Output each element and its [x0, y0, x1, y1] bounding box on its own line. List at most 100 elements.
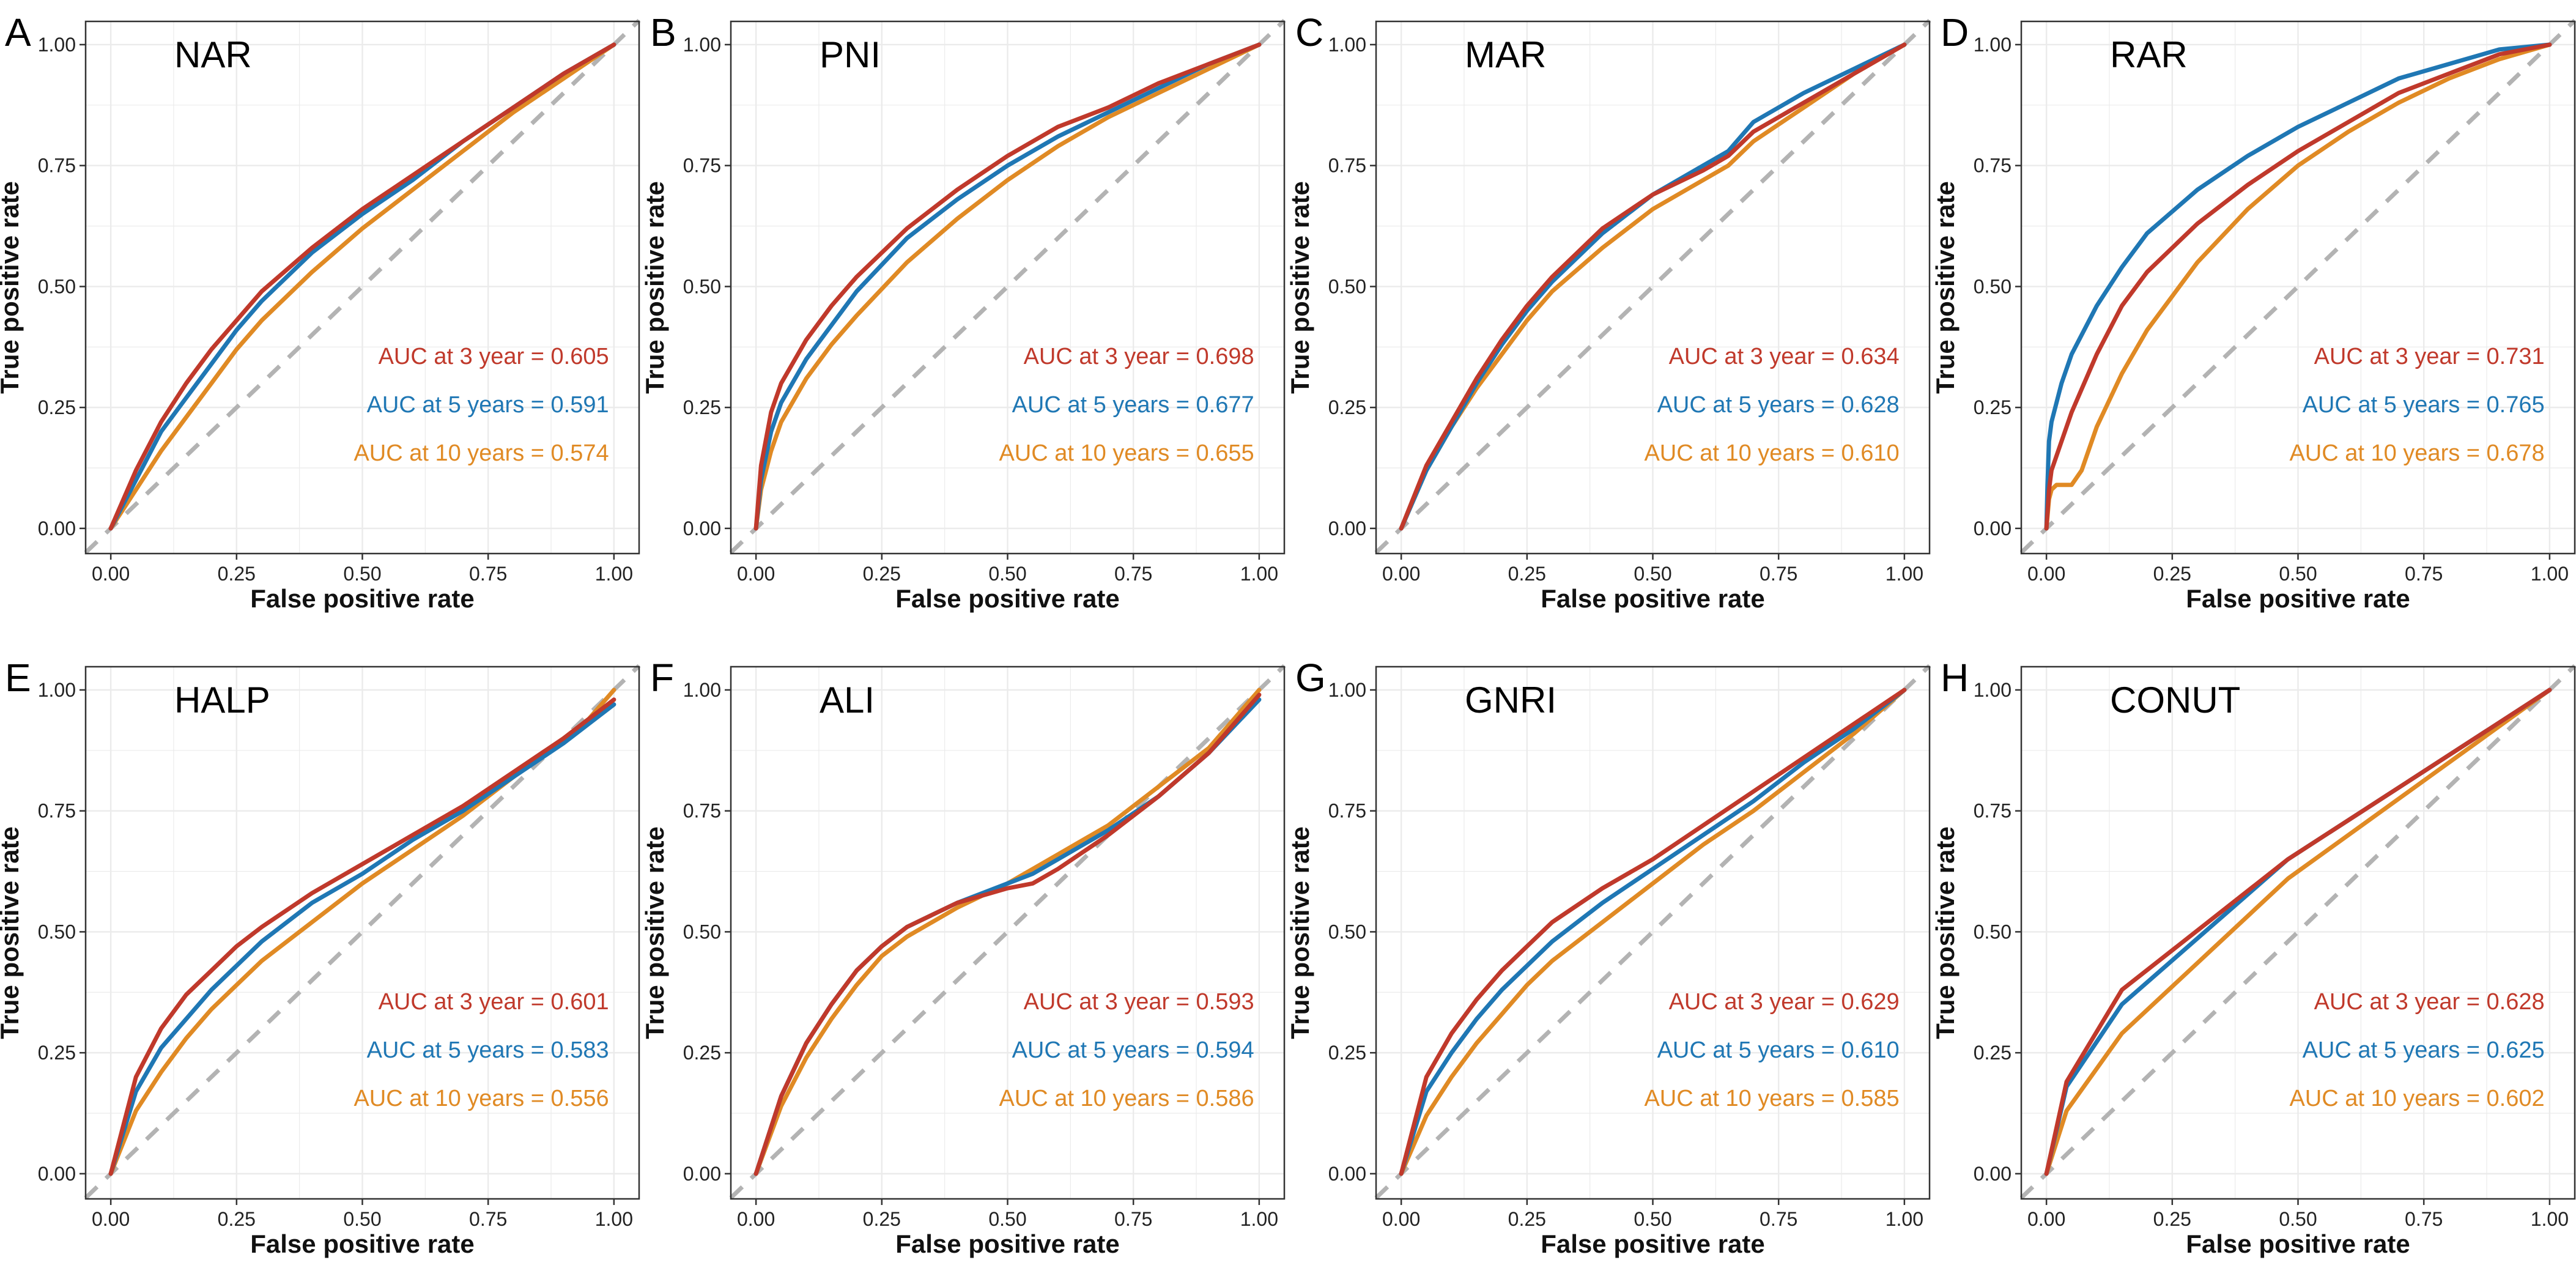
x-tick-label: 0.50 [988, 1208, 1026, 1230]
reference-diagonal [729, 18, 1286, 554]
auc-annotation-10y: AUC at 10 years = 0.655 [999, 440, 1254, 466]
auc-annotation-10y: AUC at 10 years = 0.585 [1644, 1086, 1899, 1111]
panel-letter: E [5, 656, 31, 700]
auc-annotation-5y: AUC at 5 years = 0.610 [1657, 1037, 1900, 1063]
panel-title: NAR [174, 34, 252, 75]
auc-annotation-3y: AUC at 3 year = 0.605 [379, 344, 609, 369]
y-tick-label: 0.50 [38, 921, 76, 943]
roc-curve-3y [108, 697, 616, 1176]
x-tick-label: 0.25 [218, 1208, 256, 1230]
reference-diagonal [2019, 664, 2576, 1199]
x-tick-label: 0.75 [469, 563, 507, 585]
panel-letter: B [650, 10, 676, 54]
panel-d: 0.00 0.00 0.25 0.25 0.50 0.50 0.75 0.75 1.00 1.00… [1931, 10, 2576, 613]
auc-annotation-10y: AUC at 10 years = 0.678 [2289, 440, 2544, 466]
x-tick-label: 0.50 [343, 563, 381, 585]
roc-curve-5y [108, 702, 616, 1176]
y-tick-label: 0.00 [38, 1163, 76, 1185]
y-tick-label: 0.75 [1328, 800, 1366, 822]
roc-curve-10y [1399, 688, 1907, 1176]
auc-annotation-5y: AUC at 5 years = 0.591 [367, 392, 609, 418]
auc-annotation-10y: AUC at 10 years = 0.556 [353, 1086, 609, 1111]
panel-letter: H [1941, 656, 1969, 700]
auc-annotation-3y: AUC at 3 year = 0.698 [1024, 344, 1254, 369]
y-tick-label: 0.25 [683, 396, 721, 418]
y-tick-label: 1.00 [683, 679, 721, 701]
x-tick-label: 0.50 [1634, 563, 1671, 585]
y-tick-label: 0.75 [38, 155, 76, 177]
y-tick-label: 0.75 [683, 155, 721, 177]
y-tick-label: 0.75 [1974, 155, 2012, 177]
panel-title: CONUT [2110, 680, 2240, 721]
auc-annotation-10y: AUC at 10 years = 0.574 [353, 440, 609, 466]
y-tick-label: 0.50 [1974, 275, 2012, 297]
y-tick-label: 0.75 [683, 800, 721, 822]
x-axis-title: False positive rate [250, 1229, 475, 1258]
x-tick-label: 0.25 [863, 1208, 901, 1230]
auc-annotation-3y: AUC at 3 year = 0.731 [2314, 344, 2545, 369]
auc-annotation-5y: AUC at 5 years = 0.628 [1657, 392, 1900, 418]
y-tick-label: 1.00 [38, 679, 76, 701]
auc-annotation-3y: AUC at 3 year = 0.593 [1024, 989, 1254, 1015]
panel-b: 0.00 0.00 0.25 0.25 0.50 0.50 0.75 0.75 1.00 1.00… [640, 10, 1286, 613]
roc-curve-5y [2044, 42, 2552, 531]
x-tick-label: 0.75 [1760, 1208, 1797, 1230]
y-tick-label: 0.25 [38, 396, 76, 418]
y-tick-label: 0.00 [1974, 1163, 2012, 1185]
panel-g: 0.00 0.00 0.25 0.25 0.50 0.50 0.75 0.75 1.00 1.00… [1286, 656, 1931, 1258]
y-tick-label: 1.00 [1328, 679, 1366, 701]
roc-curve-10y [2044, 42, 2552, 531]
roc-curve-3y [753, 42, 1262, 531]
y-tick-label: 0.50 [683, 275, 721, 297]
x-tick-label: 0.75 [1760, 563, 1797, 585]
auc-annotation-3y: AUC at 3 year = 0.628 [2314, 989, 2545, 1015]
y-tick-label: 0.75 [1328, 155, 1366, 177]
panel-c: 0.00 0.00 0.25 0.25 0.50 0.50 0.75 0.75 1.00 1.00… [1286, 10, 1931, 613]
roc-curve-3y [108, 42, 616, 531]
panel-a: 0.00 0.00 0.25 0.25 0.50 0.50 0.75 0.75 1.00 1.00… [0, 10, 641, 613]
roc-curve-5y [1399, 688, 1907, 1176]
x-axis-title: False positive rate [2186, 584, 2410, 613]
x-tick-label: 0.25 [1508, 1208, 1546, 1230]
x-tick-label: 0.50 [2279, 563, 2317, 585]
x-tick-label: 0.25 [863, 563, 901, 585]
panel-title: HALP [174, 680, 270, 721]
panel-letter: F [650, 656, 674, 700]
roc-curve-10y [108, 42, 616, 531]
panel-letter: G [1295, 656, 1326, 700]
y-tick-label: 0.25 [38, 1042, 76, 1064]
auc-annotation-5y: AUC at 5 years = 0.625 [2303, 1037, 2545, 1063]
roc-curve-3y [1399, 688, 1907, 1176]
x-tick-label: 0.00 [737, 1208, 775, 1230]
auc-annotation-3y: AUC at 3 year = 0.629 [1669, 989, 1900, 1015]
y-tick-label: 0.00 [38, 517, 76, 539]
x-tick-label: 1.00 [595, 563, 633, 585]
x-axis-title: False positive rate [895, 1229, 1120, 1258]
y-tick-label: 0.00 [683, 517, 721, 539]
y-tick-label: 0.00 [1974, 517, 2012, 539]
x-axis-title: False positive rate [1541, 1229, 1765, 1258]
auc-annotation-10y: AUC at 10 years = 0.610 [1644, 440, 1899, 466]
y-tick-label: 0.50 [38, 275, 76, 297]
x-tick-label: 0.25 [2153, 563, 2191, 585]
roc-curve-10y [753, 42, 1262, 531]
y-axis-title: True positive rate [0, 181, 24, 394]
y-tick-label: 1.00 [1974, 679, 2012, 701]
y-tick-label: 0.25 [683, 1042, 721, 1064]
panel-title: ALI [820, 680, 875, 721]
auc-annotation-3y: AUC at 3 year = 0.634 [1669, 344, 1900, 369]
y-tick-label: 0.50 [683, 921, 721, 943]
y-tick-label: 0.25 [1328, 396, 1366, 418]
panel-letter: C [1295, 10, 1323, 54]
roc-curve-10y [753, 688, 1262, 1176]
y-tick-label: 0.75 [38, 800, 76, 822]
roc-curve-5y [753, 42, 1262, 531]
y-tick-label: 1.00 [38, 34, 76, 56]
x-tick-label: 0.00 [92, 563, 130, 585]
y-axis-title: True positive rate [1286, 181, 1314, 394]
y-axis-title: True positive rate [1931, 181, 1960, 394]
x-tick-label: 0.00 [2027, 1208, 2065, 1230]
x-tick-label: 0.25 [1508, 563, 1546, 585]
y-tick-label: 0.00 [1328, 1163, 1366, 1185]
